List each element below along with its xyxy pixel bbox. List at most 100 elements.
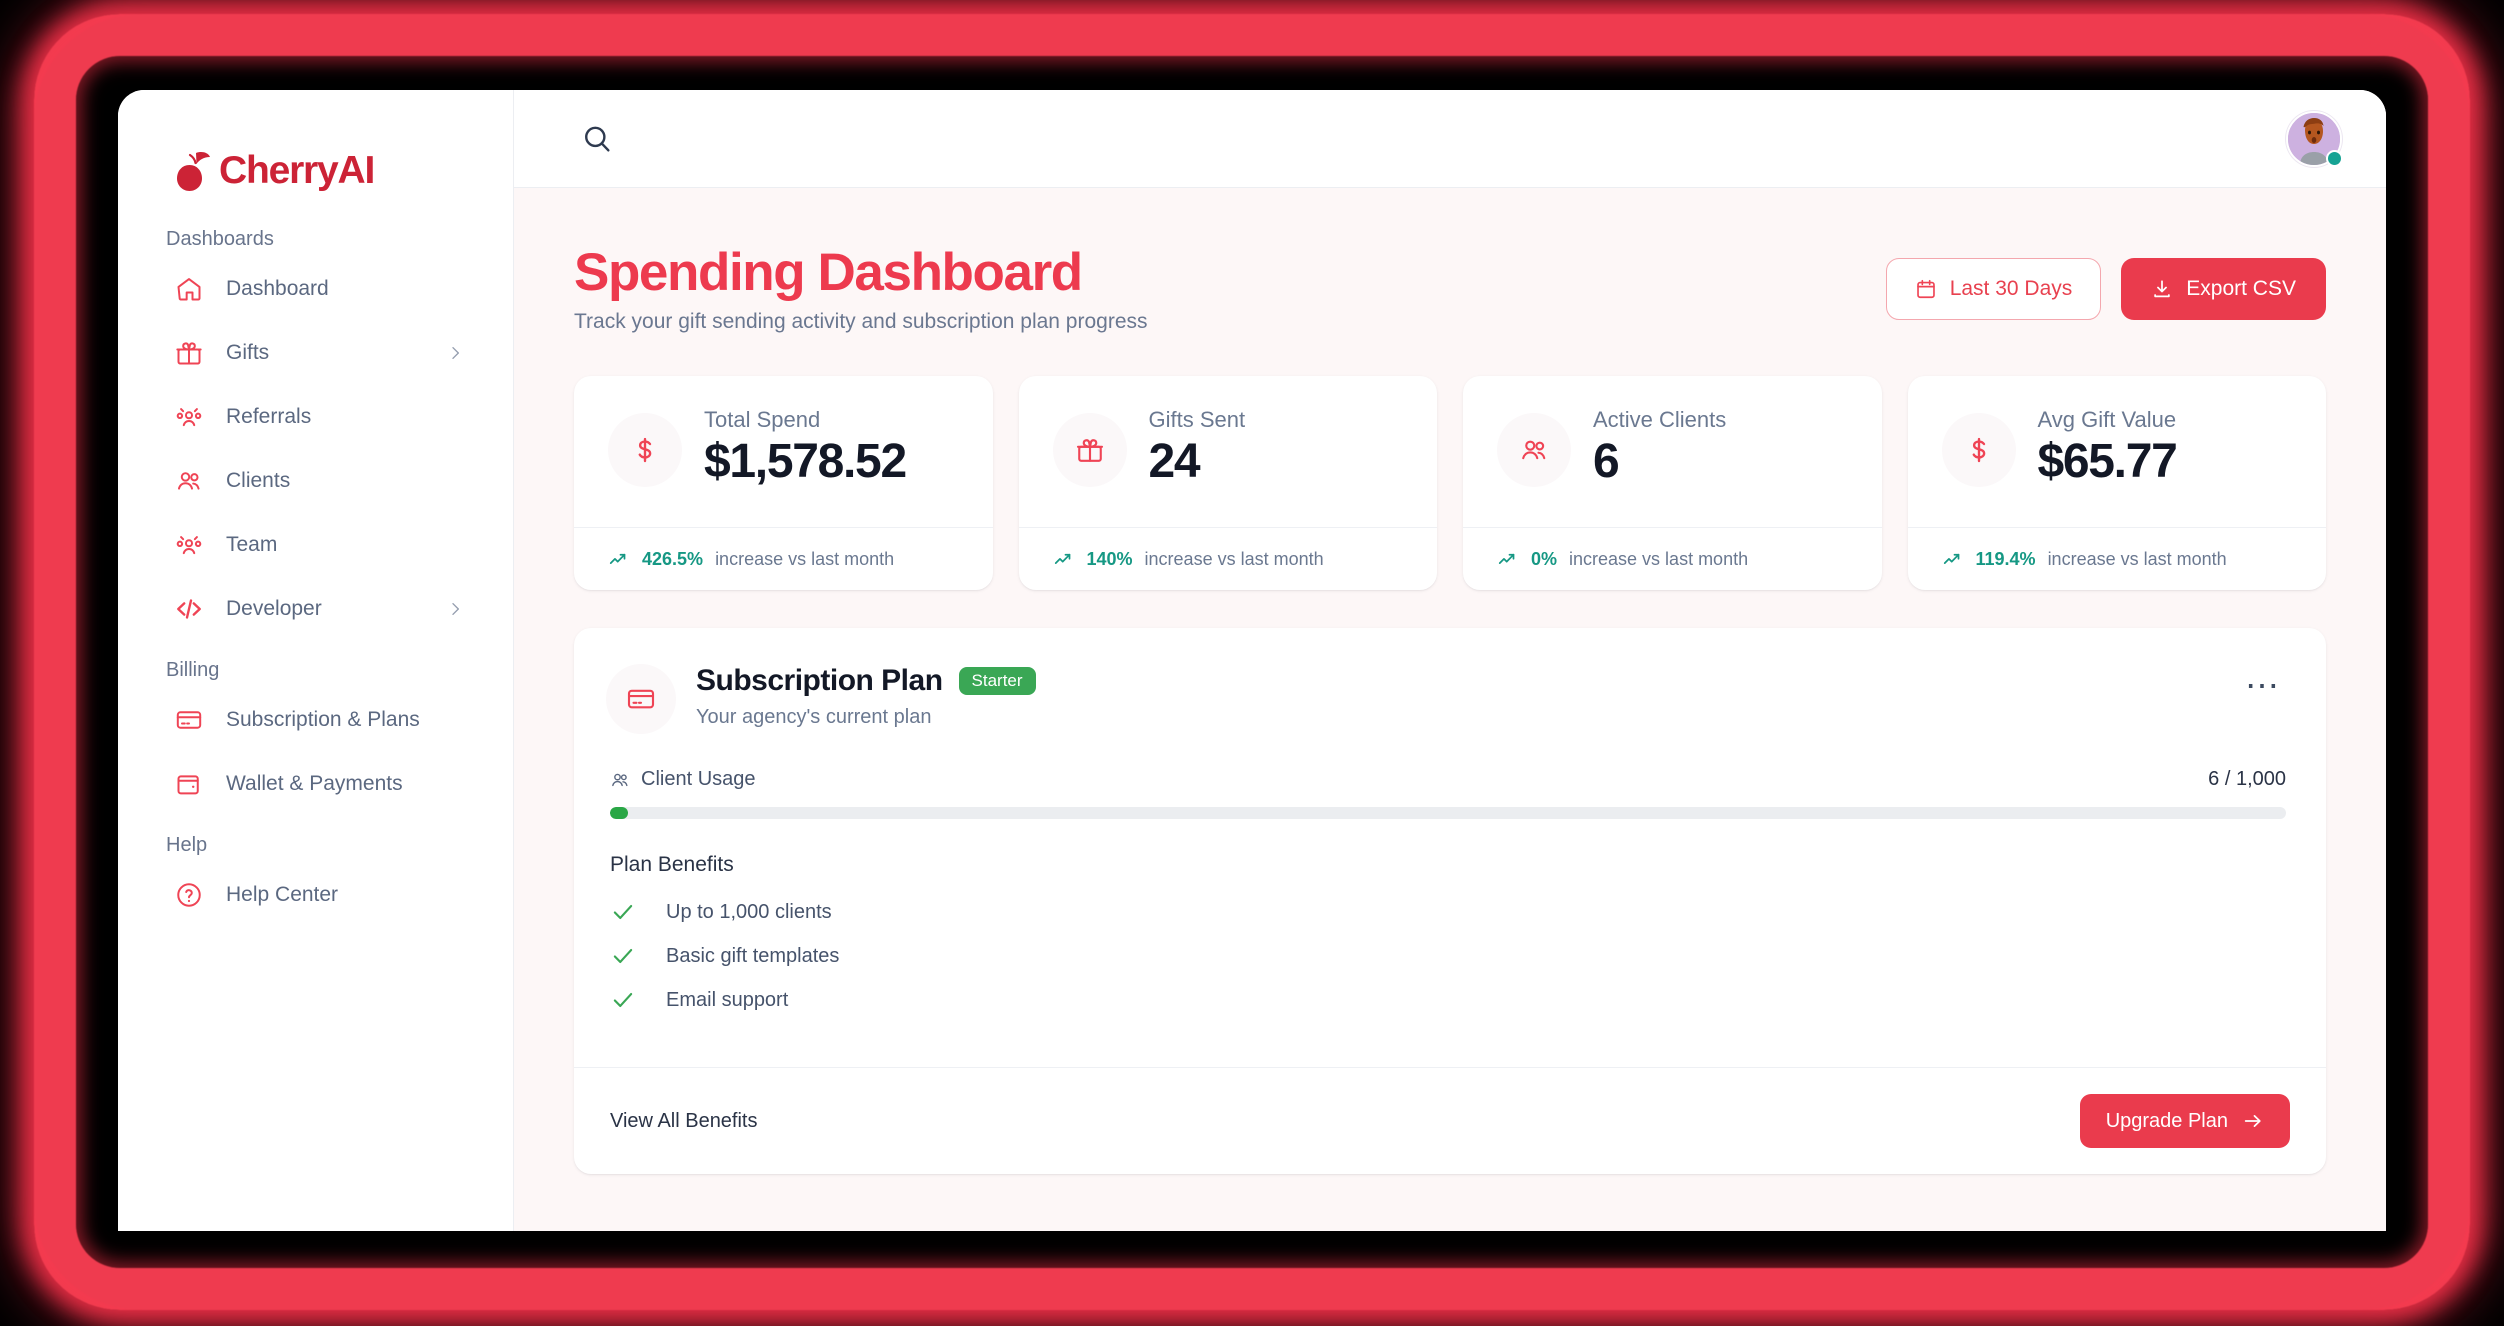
sidebar-item-label: Subscription & Plans: [226, 708, 420, 731]
export-csv-label: Export CSV: [2186, 277, 2296, 300]
stat-card-text: Avg Gift Value $65.77: [2037, 408, 2178, 491]
app-window: CherryAI Dashboards Dashboard: [118, 90, 2386, 1231]
sidebar-item-dashboard[interactable]: Dashboard: [146, 257, 485, 321]
page-header: Spending Dashboard Track your gift sendi…: [574, 244, 2326, 334]
clients-icon: [174, 466, 204, 496]
chevron-right-icon: [452, 347, 459, 359]
sidebar-section-dashboards: Dashboards: [166, 228, 274, 250]
subscription-plan-header: Subscription Plan Starter Your agency's …: [574, 628, 2326, 735]
plan-benefit-label: Email support: [666, 988, 789, 1011]
home-icon: [174, 274, 204, 304]
stat-card-footer: 426.5% increase vs last month: [574, 527, 993, 590]
stat-trend-text: increase vs last month: [715, 548, 895, 569]
stat-trend-percent: 119.4%: [1975, 548, 2036, 569]
trend-up-icon: [1054, 553, 1070, 565]
plan-benefit-label: Basic gift templates: [666, 944, 840, 967]
calendar-icon: [1916, 279, 1935, 299]
stat-label: Gifts Sent: [1148, 407, 1246, 433]
export-csv-button[interactable]: Export CSV: [2121, 258, 2326, 320]
date-range-filter-button[interactable]: Last 30 Days: [1885, 258, 2102, 320]
stat-trend-percent: 426.5%: [642, 548, 704, 569]
sidebar-item-wallet-payments[interactable]: Wallet & Payments: [146, 752, 485, 816]
sidebar-item-developer[interactable]: Developer: [146, 577, 485, 641]
stat-card-text: Gifts Sent 24: [1149, 408, 1246, 491]
stats-row: Total Spend $1,578.52 426.5% increase vs…: [574, 376, 2327, 591]
sidebar-item-label: Team: [226, 533, 278, 556]
stat-value: 6: [1593, 435, 1620, 489]
page-subtitle: Track your gift sending activity and sub…: [574, 310, 1148, 334]
credit-card-icon: [606, 664, 676, 735]
referrals-icon: [174, 402, 204, 432]
search-icon: [585, 126, 610, 152]
stat-trend-percent: 0%: [1531, 548, 1558, 569]
sidebar-item-referrals[interactable]: Referrals: [146, 385, 485, 449]
view-all-benefits-link[interactable]: View All Benefits: [610, 1109, 758, 1132]
wallet-icon: [174, 769, 204, 799]
chevron-right-icon: [452, 603, 459, 615]
page-actions: Last 30 Days Export CSV: [1885, 244, 2326, 320]
brand-logo[interactable]: CherryAI: [118, 90, 513, 210]
content: Spending Dashboard Track your gift sendi…: [514, 188, 2386, 1231]
brand-name: CherryAI: [219, 149, 375, 192]
gift-icon: [174, 338, 204, 368]
subscription-plan-titles: Subscription Plan Starter Your agency's …: [696, 664, 1036, 729]
stat-card-active-clients: Active Clients 6 0% increase vs last mon…: [1463, 376, 1882, 591]
stat-card-gifts-sent: Gifts Sent 24 140% increase vs last mont…: [1018, 376, 1438, 591]
subscription-plan-footer: View All Benefits Upgrade Plan: [574, 1067, 2326, 1174]
upgrade-plan-button[interactable]: Upgrade Plan: [2079, 1094, 2290, 1149]
plan-benefit-item: Basic gift templates: [610, 943, 2286, 969]
dollar-icon: [1941, 412, 2016, 487]
stat-card-total-spend: Total Spend $1,578.52 426.5% increase vs…: [574, 376, 993, 591]
page-title: Spending Dashboard: [574, 243, 1083, 302]
check-icon: [613, 993, 633, 1008]
search-button[interactable]: [574, 116, 620, 162]
main-area: Spending Dashboard Track your gift sendi…: [514, 90, 2386, 1231]
arrow-right-icon: [2244, 1115, 2261, 1128]
plan-benefit-item: Up to 1,000 clients: [610, 899, 2286, 925]
sidebar-item-clients[interactable]: Clients: [146, 449, 485, 513]
client-usage-progress-fill: [610, 807, 628, 820]
stat-value: $1,578.52: [704, 435, 907, 489]
sidebar-item-label: Help Center: [226, 883, 339, 906]
sidebar-item-label: Referrals: [226, 405, 312, 428]
client-usage-row: Client Usage 6 / 1,000: [610, 768, 2286, 791]
sidebar-item-gifts[interactable]: Gifts: [146, 321, 485, 385]
sidebar-item-label: Dashboard: [226, 277, 329, 300]
team-icon: [174, 530, 204, 560]
stat-card-footer: 0% increase vs last month: [1463, 527, 1882, 590]
credit-card-icon: [174, 705, 204, 735]
sidebar-item-label: Gifts: [226, 341, 270, 364]
check-icon: [613, 949, 633, 964]
subscription-plan-title: Subscription Plan: [696, 664, 943, 698]
sidebar-item-team[interactable]: Team: [146, 513, 485, 577]
plan-benefits-block: Plan Benefits Up to 1,000 clients Basic …: [574, 819, 2326, 1067]
page-header-text: Spending Dashboard Track your gift sendi…: [574, 244, 1148, 334]
decorative-glow-frame: [34, 14, 2470, 1310]
gift-icon: [1052, 412, 1127, 487]
plan-tier-badge: Starter: [958, 667, 1036, 696]
sidebar: CherryAI Dashboards Dashboard: [118, 90, 514, 1231]
avatar[interactable]: [2286, 110, 2343, 167]
stat-card-avg-gift-value: Avg Gift Value $65.77 119.4% increase vs…: [1907, 376, 2327, 591]
sidebar-section-billing: Billing: [166, 659, 220, 681]
stat-card-body: Gifts Sent 24: [1019, 376, 1438, 527]
client-usage-label: Client Usage: [641, 768, 756, 791]
sidebar-item-help-center[interactable]: Help Center: [146, 863, 485, 927]
sidebar-item-subscription-plans[interactable]: Subscription & Plans: [146, 688, 485, 752]
stat-value: $65.77: [2037, 435, 2178, 489]
stat-trend-text: increase vs last month: [2047, 548, 2227, 569]
more-options-button[interactable]: ⋯: [2245, 667, 2280, 706]
date-range-filter-label: Last 30 Days: [1949, 277, 2073, 300]
subscription-plan-card: Subscription Plan Starter Your agency's …: [574, 628, 2326, 1175]
plan-benefit-label: Up to 1,000 clients: [666, 900, 832, 923]
cherry-icon: [177, 152, 210, 191]
online-status-indicator: [2326, 149, 2343, 167]
upgrade-plan-label: Upgrade Plan: [2105, 1109, 2228, 1132]
trend-up-icon: [609, 553, 626, 565]
dollar-icon: [608, 412, 682, 487]
plan-benefit-item: Email support: [610, 987, 2286, 1013]
topbar: [514, 90, 2386, 188]
stat-card-body: Avg Gift Value $65.77: [1908, 376, 2327, 527]
stat-value: 24: [1148, 435, 1201, 489]
